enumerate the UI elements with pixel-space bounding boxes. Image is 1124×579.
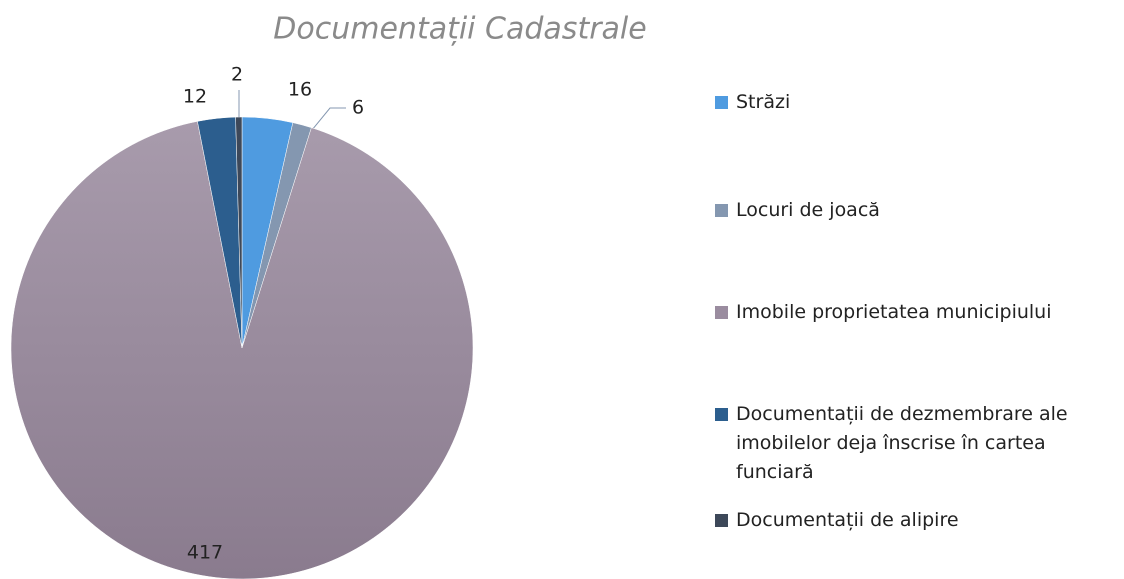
legend-item: Străzi bbox=[715, 88, 1115, 117]
data-label: 417 bbox=[187, 542, 223, 564]
data-label: 12 bbox=[183, 86, 207, 108]
legend-label: Locuri de joacă bbox=[736, 199, 880, 221]
data-label: 6 bbox=[352, 97, 364, 119]
legend-label: Străzi bbox=[736, 91, 791, 113]
legend-item: Locuri de joacă bbox=[715, 196, 1115, 225]
chart-title: Documentații Cadastrale bbox=[273, 12, 646, 47]
legend-swatch bbox=[715, 306, 728, 319]
legend-swatch bbox=[715, 204, 728, 217]
legend-swatch bbox=[715, 96, 728, 109]
legend-item: Documentații de alipire bbox=[715, 506, 1115, 535]
legend-label: Imobile proprietatea municipiului bbox=[736, 301, 1052, 323]
legend-label: Documentații de dezmembrare ale imobilel… bbox=[736, 403, 1068, 483]
data-label: 2 bbox=[231, 64, 243, 86]
legend-label: Documentații de alipire bbox=[736, 509, 959, 531]
data-label: 16 bbox=[288, 79, 312, 101]
legend-swatch bbox=[715, 514, 728, 527]
leader-line bbox=[311, 107, 346, 131]
legend-item: Documentații de dezmembrare ale imobilel… bbox=[715, 400, 1115, 487]
pie-slice bbox=[235, 116, 243, 349]
legend-swatch bbox=[715, 408, 728, 421]
legend-item: Imobile proprietatea municipiului bbox=[715, 298, 1115, 327]
